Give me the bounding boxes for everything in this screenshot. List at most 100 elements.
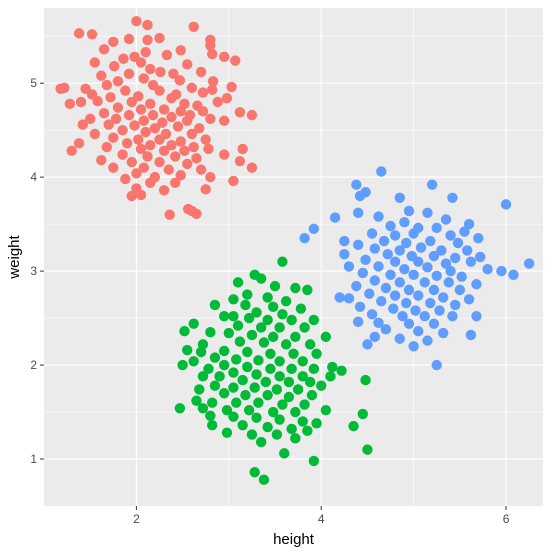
- data-point: [206, 419, 218, 431]
- data-point: [234, 155, 246, 167]
- data-point: [357, 408, 369, 420]
- data-point: [274, 322, 285, 333]
- data-point: [175, 45, 186, 56]
- data-point: [280, 339, 292, 350]
- x-axis-title: height: [273, 531, 315, 548]
- data-point: [308, 223, 320, 235]
- data-point: [214, 371, 225, 382]
- data-point: [308, 455, 320, 467]
- data-point: [369, 243, 381, 254]
- data-point: [154, 85, 165, 96]
- data-point: [262, 389, 273, 401]
- data-point: [425, 297, 436, 309]
- y-tick-label: 3: [30, 264, 37, 278]
- data-point: [182, 115, 193, 126]
- data-point: [206, 397, 218, 408]
- data-point: [425, 235, 436, 247]
- data-point: [170, 177, 181, 188]
- data-point: [246, 162, 258, 173]
- data-point: [277, 399, 288, 410]
- data-point: [431, 222, 442, 234]
- series-0: [55, 15, 258, 220]
- data-point: [145, 98, 156, 110]
- data-point: [77, 119, 89, 130]
- data-point: [251, 307, 262, 318]
- data-point: [415, 242, 427, 253]
- data-point: [249, 466, 260, 478]
- data-point: [388, 303, 399, 314]
- data-point: [376, 295, 387, 307]
- data-point: [443, 277, 454, 288]
- data-point: [138, 162, 149, 173]
- data-point: [206, 48, 218, 60]
- y-tick-label: 2: [30, 358, 37, 372]
- data-point: [163, 164, 174, 175]
- data-point: [262, 292, 273, 303]
- data-point: [339, 248, 350, 260]
- data-point: [251, 412, 262, 423]
- data-point: [474, 251, 486, 263]
- data-point: [158, 145, 170, 157]
- data-point: [311, 348, 322, 359]
- data-point: [209, 380, 221, 391]
- data-point: [297, 356, 308, 367]
- data-point: [482, 264, 493, 275]
- data-point: [351, 179, 362, 190]
- data-point: [246, 109, 258, 121]
- data-point: [232, 277, 244, 288]
- data-point: [258, 474, 270, 485]
- data-point: [255, 273, 267, 284]
- data-point: [410, 305, 421, 316]
- data-point: [253, 355, 264, 366]
- data-point: [428, 318, 440, 329]
- data-point: [258, 337, 270, 348]
- data-point: [394, 245, 405, 256]
- data-point: [138, 115, 149, 126]
- data-point: [117, 149, 128, 160]
- data-point: [218, 388, 230, 399]
- data-point: [231, 397, 242, 408]
- data-point: [265, 363, 276, 375]
- data-point: [260, 376, 271, 388]
- data-point: [228, 294, 239, 305]
- x-axis-ticks: 2 4 6: [133, 506, 510, 526]
- x-tick-label: 6: [503, 512, 510, 526]
- data-point: [108, 162, 119, 173]
- data-point: [360, 254, 371, 266]
- data-point: [283, 391, 295, 403]
- data-point: [197, 403, 209, 414]
- data-point: [237, 419, 248, 431]
- data-point: [389, 290, 401, 301]
- data-point: [288, 348, 299, 359]
- data-point: [351, 280, 362, 292]
- data-point: [126, 96, 137, 108]
- data-point: [255, 322, 267, 333]
- data-point: [182, 203, 194, 215]
- data-point: [327, 361, 338, 373]
- data-point: [105, 92, 116, 103]
- data-point: [302, 284, 313, 296]
- data-point: [366, 309, 378, 320]
- data-point: [112, 76, 124, 87]
- data-point: [445, 265, 456, 277]
- data-point: [290, 282, 301, 294]
- data-point: [465, 256, 477, 267]
- data-point: [237, 143, 248, 155]
- data-point: [64, 98, 76, 110]
- data-point: [103, 119, 114, 130]
- data-point: [205, 113, 216, 125]
- data-point: [145, 177, 156, 188]
- data-point: [246, 429, 258, 440]
- series-2: [174, 256, 373, 485]
- data-point: [75, 96, 87, 108]
- data-point: [96, 155, 107, 166]
- y-tick-label: 5: [30, 76, 37, 90]
- data-point: [419, 277, 430, 288]
- y-axis-ticks: 1 2 3 4 5: [30, 76, 44, 466]
- data-point: [112, 102, 124, 113]
- data-point: [316, 380, 327, 391]
- data-point: [73, 138, 85, 149]
- data-point: [188, 318, 199, 329]
